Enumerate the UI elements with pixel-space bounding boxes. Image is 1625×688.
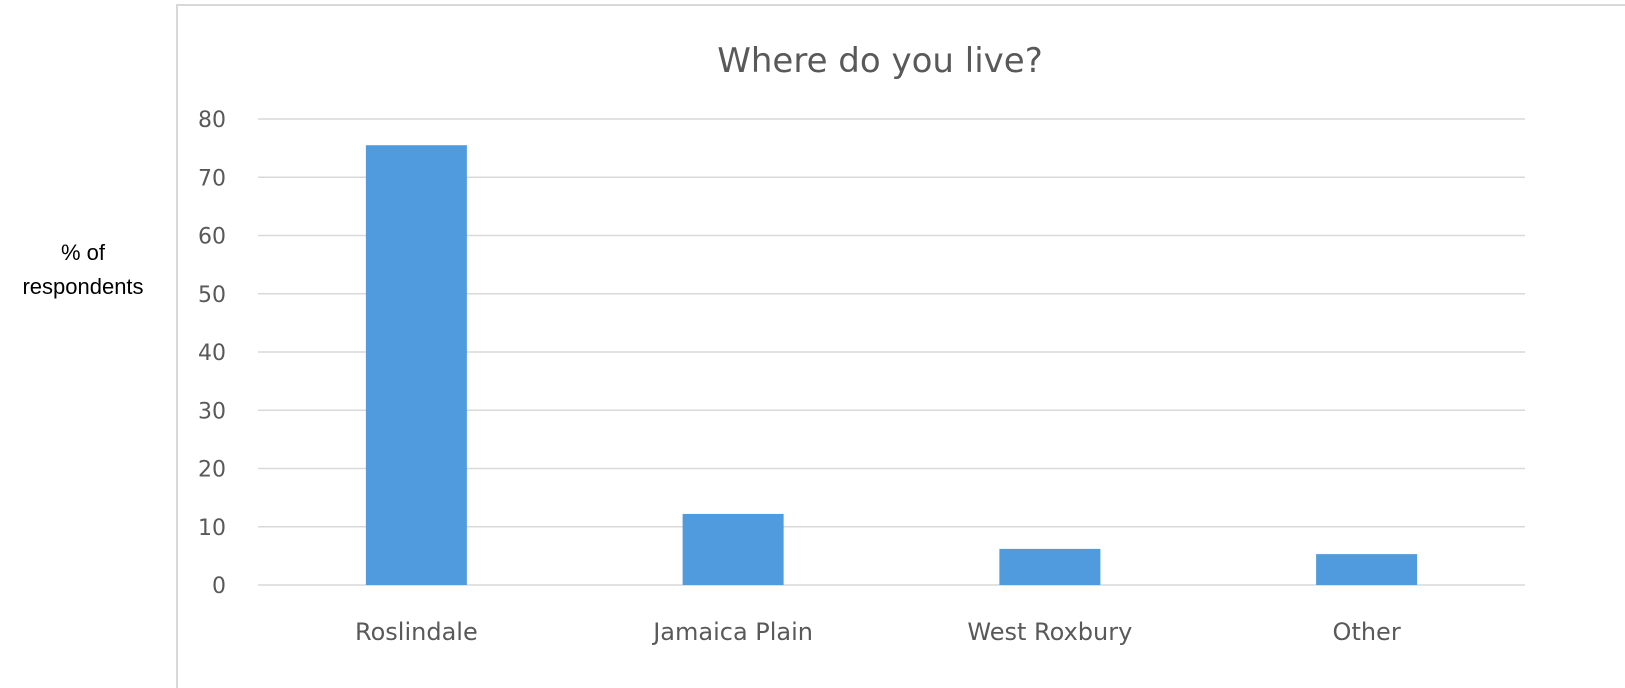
bar-west-roxbury: [999, 548, 1101, 585]
y-tick-label: 40: [198, 341, 226, 366]
y-tick-label: 20: [198, 458, 226, 483]
y-axis-label: % of respondents: [0, 236, 166, 304]
y-tick-label: 60: [198, 225, 226, 250]
y-axis-label-line-2: respondents: [22, 274, 144, 299]
bar-jamaica-plain: [682, 513, 784, 585]
x-category-label: West Roxbury: [967, 618, 1132, 646]
y-tick-labels: 0 10 20 30 40 50 60 70 80: [198, 108, 226, 599]
x-category-label: Other: [1333, 618, 1401, 646]
x-category-labels: Roslindale Jamaica Plain West Roxbury Other: [355, 618, 1401, 646]
y-tick-label: 0: [212, 574, 226, 599]
x-category-label: Jamaica Plain: [651, 618, 813, 646]
y-tick-label: 30: [198, 399, 226, 424]
bar-roslindale: [365, 145, 467, 585]
chart-frame: [176, 4, 1625, 688]
chart-title: Where do you live?: [717, 41, 1043, 81]
x-category-label: Roslindale: [355, 618, 478, 646]
y-axis-label-line-1: % of: [60, 240, 106, 265]
y-tick-label: 80: [198, 108, 226, 133]
y-tick-label: 70: [198, 166, 226, 191]
y-tick-label: 50: [198, 283, 226, 308]
y-tick-label: 10: [198, 516, 226, 541]
gridlines: [258, 118, 1525, 586]
bar-other: [1316, 554, 1418, 585]
bars: [365, 145, 1418, 585]
